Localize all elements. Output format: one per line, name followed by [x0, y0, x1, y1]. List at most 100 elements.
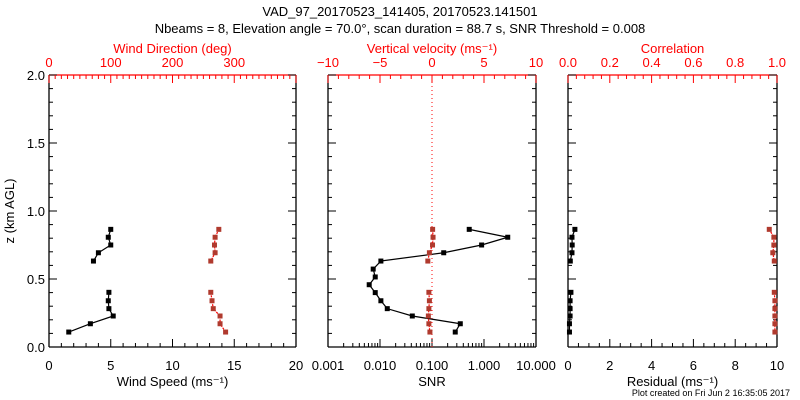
x-tick-label: 4 [648, 358, 655, 373]
x2-axis-label: Correlation [641, 41, 705, 56]
data-point-correlation [770, 250, 776, 256]
series-line-snr [368, 228, 508, 333]
x2-tick-label: 100 [100, 55, 122, 70]
data-point-vertical-velocity [430, 242, 436, 248]
x-tick-label: 0.100 [416, 358, 449, 373]
data-point-correlation [772, 321, 778, 327]
data-point-wind-direction [210, 306, 216, 312]
data-point-wind-direction [208, 258, 214, 264]
y-tick-label: 1.5 [27, 136, 45, 151]
data-point-wind-speed [95, 250, 101, 256]
data-point-vertical-velocity [425, 258, 431, 264]
data-point-residual [569, 242, 575, 248]
data-point-correlation [772, 329, 778, 335]
data-point-wind-speed [90, 258, 96, 264]
data-point-wind-direction [217, 321, 223, 327]
chart-title: VAD_97_20170523_141405, 20170523.141501 [262, 4, 537, 19]
x2-tick-label: −5 [373, 55, 388, 70]
x2-tick-label: 0.6 [684, 55, 702, 70]
x-tick-label: 15 [227, 358, 241, 373]
data-point-residual [569, 250, 575, 256]
x2-tick-label: 0 [45, 55, 52, 70]
data-point-residual [567, 306, 573, 312]
y-tick-label: 0.5 [27, 272, 45, 287]
x-tick-label: 10.000 [516, 358, 556, 373]
data-point-vertical-velocity [426, 321, 432, 327]
data-point-vertical-velocity [425, 313, 431, 319]
data-point-wind-speed [105, 298, 111, 304]
x-tick-label: 10 [165, 358, 179, 373]
data-point-wind-speed [106, 289, 112, 295]
data-point-snr [505, 234, 511, 240]
data-point-correlation [771, 242, 777, 248]
data-point-vertical-velocity [427, 329, 433, 335]
data-point-residual [569, 234, 575, 240]
x-tick-label: 0 [564, 358, 571, 373]
data-point-vertical-velocity [426, 289, 432, 295]
x2-tick-label: 1.0 [768, 55, 786, 70]
data-point-correlation [766, 226, 772, 232]
data-point-residual [566, 321, 572, 327]
x-tick-label: 5 [107, 358, 114, 373]
data-point-snr [378, 298, 384, 304]
x-axis-label: SNR [418, 374, 445, 389]
data-point-correlation [771, 234, 777, 240]
data-point-correlation [772, 306, 778, 312]
plot-footer: Plot created on Fri Jun 2 16:35:05 2017 [632, 388, 790, 398]
data-point-wind-direction [223, 329, 229, 335]
data-point-snr [409, 313, 415, 319]
x-tick-label: 8 [732, 358, 739, 373]
data-point-snr [384, 306, 390, 312]
x2-tick-label: 0.8 [726, 55, 744, 70]
data-point-snr [372, 274, 378, 280]
data-point-vertical-velocity [430, 226, 436, 232]
data-point-wind-direction [209, 298, 215, 304]
data-point-correlation [772, 313, 778, 319]
x-tick-label: 10 [770, 358, 784, 373]
y-tick-label: 0.0 [27, 340, 45, 355]
data-point-vertical-velocity [426, 250, 432, 256]
data-point-wind-speed [105, 234, 111, 240]
data-point-vertical-velocity [426, 298, 432, 304]
data-point-residual [566, 329, 572, 335]
data-point-snr [372, 290, 378, 296]
x2-tick-label: 10 [529, 55, 543, 70]
data-point-snr [441, 250, 447, 256]
data-point-snr [457, 321, 463, 327]
chart-subtitle: Nbeams = 8, Elevation angle = 70.0°, sca… [155, 21, 646, 36]
x2-tick-label: 0 [428, 55, 435, 70]
data-point-residual [572, 226, 578, 232]
y-tick-label: 2.0 [27, 68, 45, 83]
x-tick-label: 1.000 [468, 358, 501, 373]
data-point-wind-speed [108, 226, 114, 232]
data-point-snr [466, 226, 472, 232]
x-tick-label: 2 [606, 358, 613, 373]
panel-3: 0 2 4 6 8 10 Residual (ms⁻¹) 0.0 0.2 0.4 0.6 0.8 1.0… [559, 41, 786, 389]
data-point-residual [567, 298, 573, 304]
data-point-snr [370, 266, 376, 272]
data-point-wind-speed [110, 313, 116, 319]
data-point-wind-speed [106, 306, 112, 312]
data-point-correlation [771, 258, 777, 264]
y-tick-label: 1.0 [27, 204, 45, 219]
data-point-residual [567, 258, 573, 264]
data-point-wind-direction [211, 242, 217, 248]
data-point-snr [479, 242, 485, 248]
x2-tick-label: 0.4 [643, 55, 661, 70]
x-tick-label: 20 [289, 358, 303, 373]
data-point-correlation [771, 289, 777, 295]
data-point-wind-direction [217, 313, 223, 319]
x-tick-label: 0.010 [364, 358, 397, 373]
x2-axis-label: Wind Direction (deg) [113, 41, 232, 56]
data-point-wind-speed [87, 321, 93, 327]
data-point-wind-direction [216, 226, 222, 232]
data-point-vertical-velocity [430, 234, 436, 240]
data-point-correlation [772, 298, 778, 304]
data-point-vertical-velocity [426, 306, 432, 312]
x-tick-label: 6 [690, 358, 697, 373]
x-axis-label: Residual (ms⁻¹) [627, 374, 718, 389]
panel-2: 0.001 0.010 0.100 1.000 10.000 SNR −10 −5 0 5 10 Ve… [312, 41, 556, 389]
x2-tick-label: 200 [162, 55, 184, 70]
y-axis-label: z (km AGL) [2, 178, 17, 243]
